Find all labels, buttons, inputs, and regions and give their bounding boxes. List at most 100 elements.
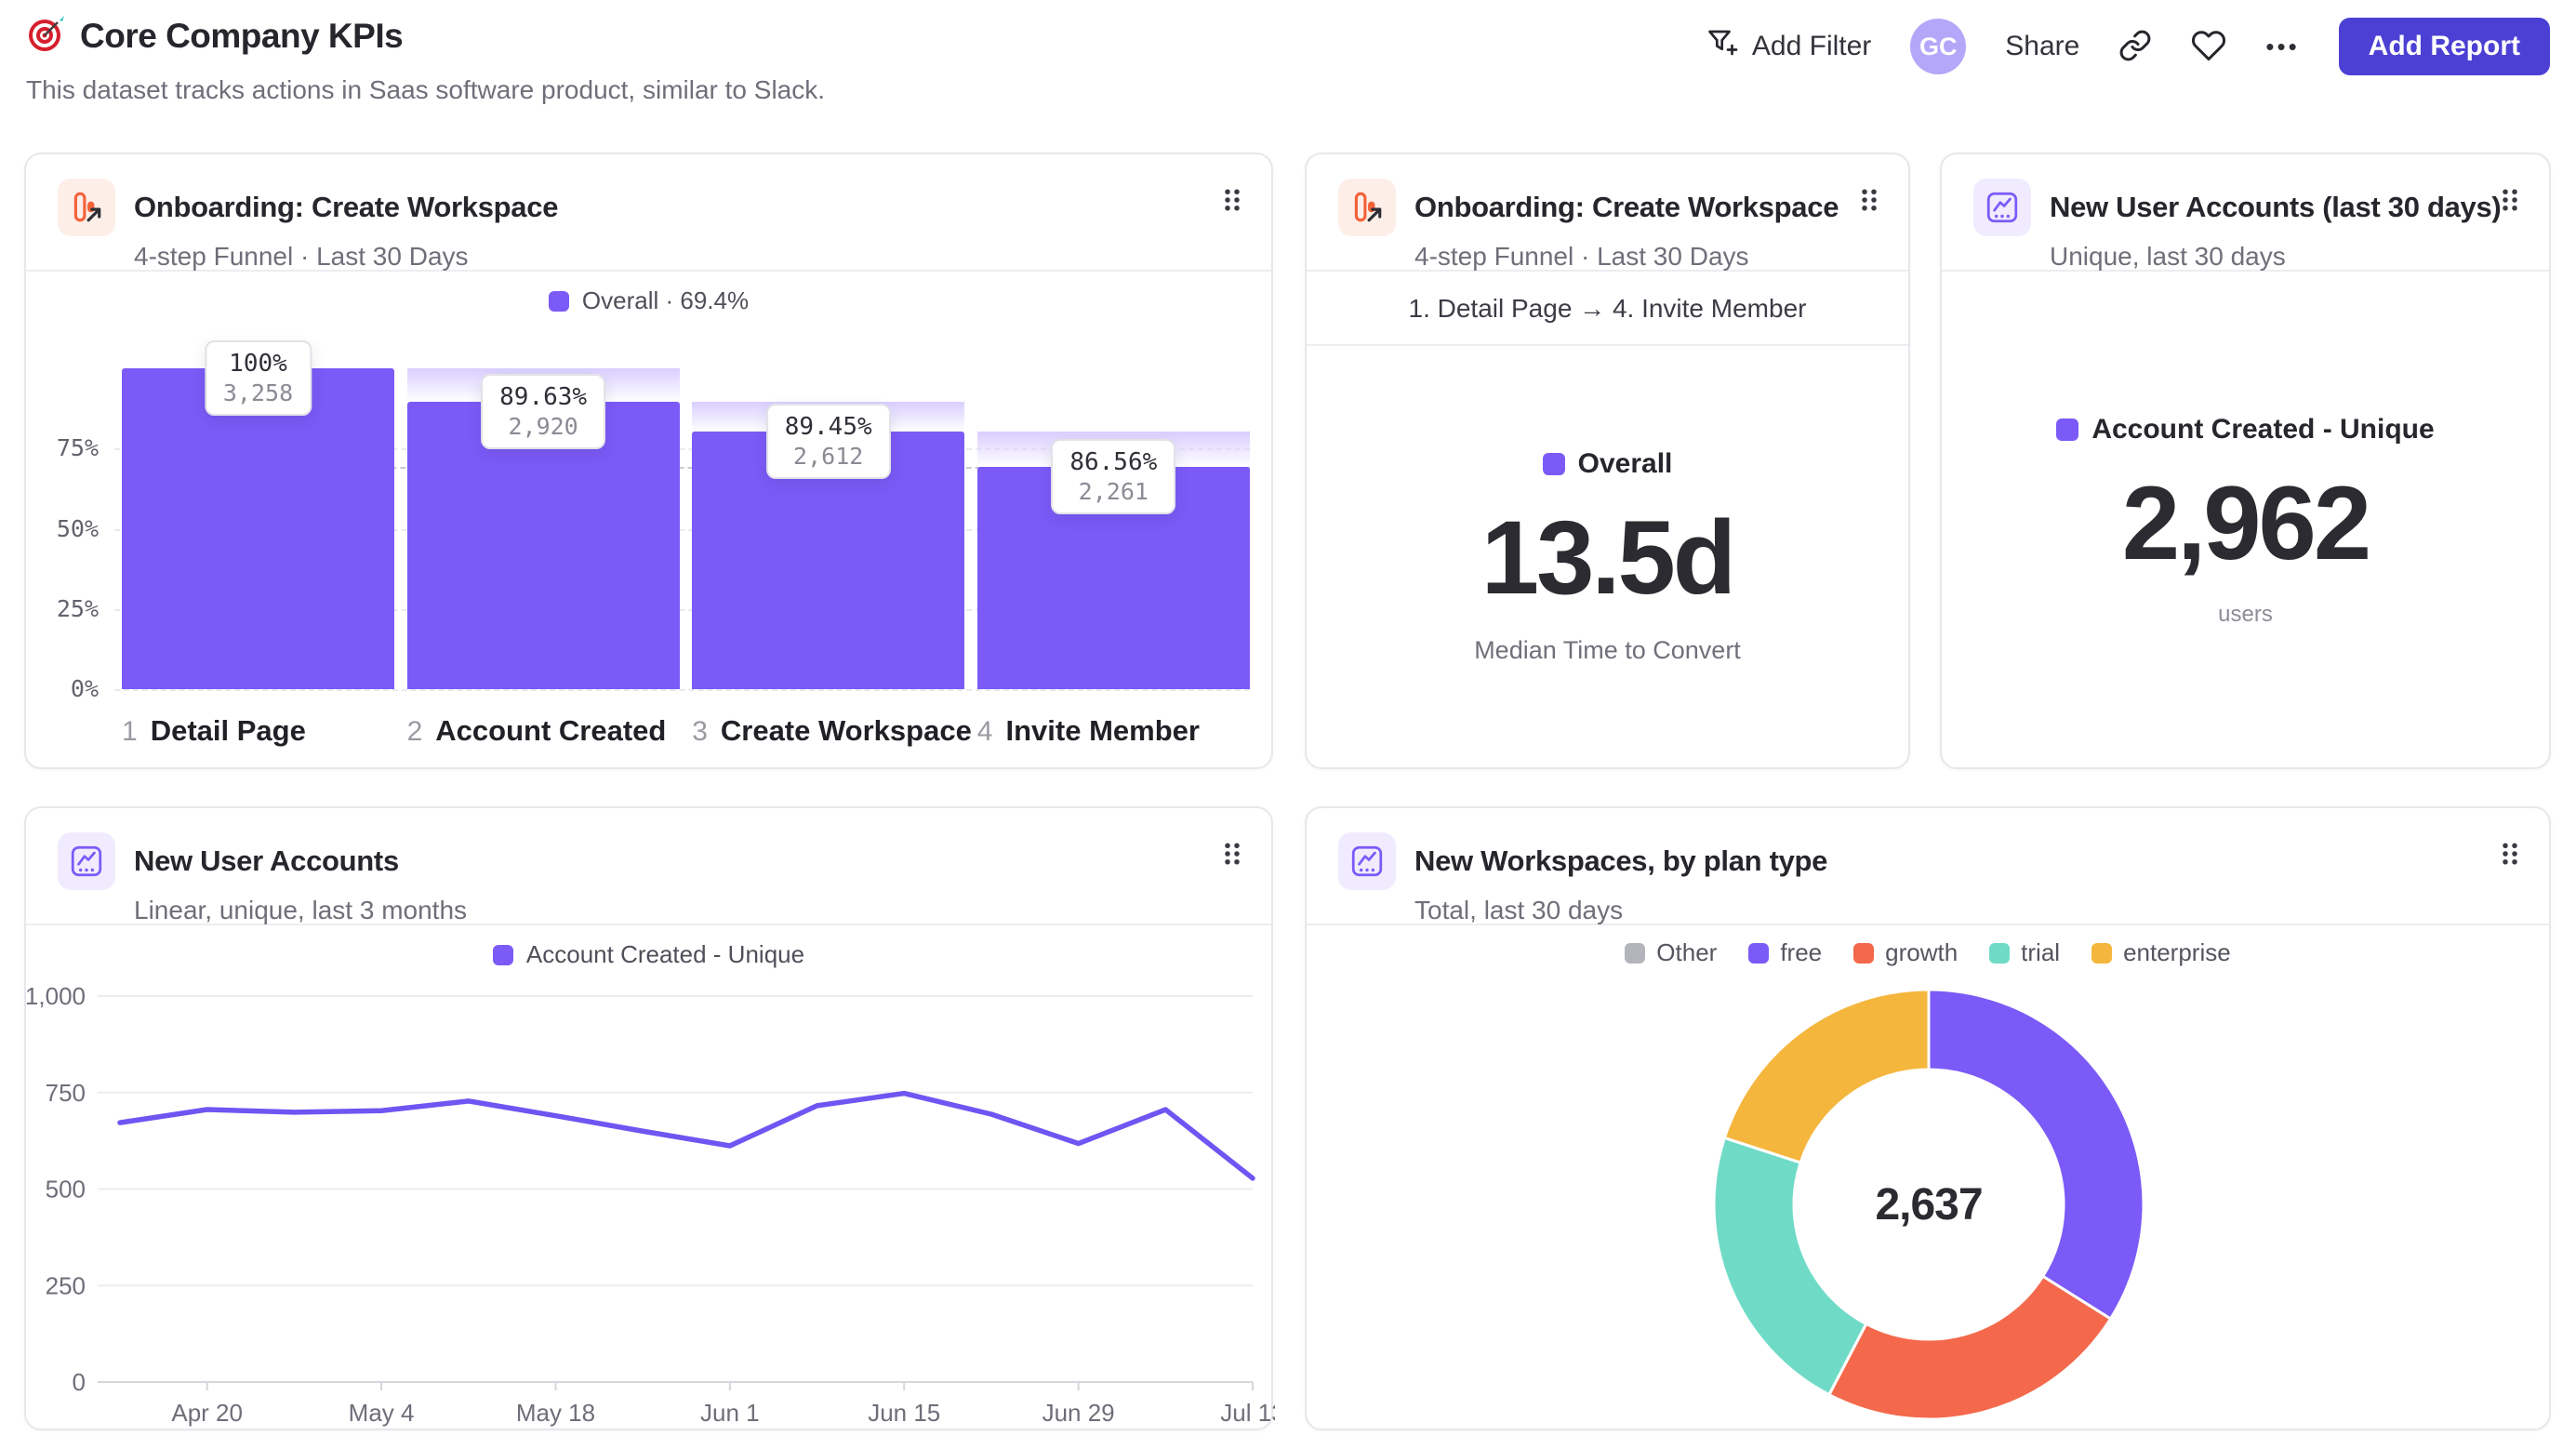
tooltip-conversion-pct: 89.63% bbox=[499, 382, 588, 411]
step-name: Account Created bbox=[435, 714, 667, 747]
legend-item[interactable]: Other bbox=[1625, 938, 1717, 967]
gridline bbox=[114, 528, 1250, 531]
donut-slice-free[interactable] bbox=[1927, 988, 2145, 1321]
legend-item[interactable]: growth bbox=[1853, 938, 1958, 967]
funnel-step-label: 4 Invite Member bbox=[977, 714, 1200, 748]
chart-legend: Account Created - Unique bbox=[2056, 414, 2435, 445]
page-header-actions: Add Filter GC Share ••• Add Report bbox=[1706, 0, 2550, 93]
more-options-button[interactable]: ••• bbox=[2265, 33, 2299, 61]
metric-caption: users bbox=[2218, 601, 2273, 627]
stat-area: Account Created - Unique 2,962 users bbox=[1942, 273, 2549, 767]
card-onboarding-funnel: Onboarding: Create Workspace 4-step Funn… bbox=[24, 153, 1273, 769]
x-axis-label: May 4 bbox=[349, 1399, 415, 1427]
legend-swatch bbox=[492, 944, 513, 965]
legend-label: growth bbox=[1885, 938, 1959, 966]
card-title: New Workspaces, by plan type bbox=[1414, 844, 1828, 877]
line-plot: 0 250 500 750 1,000 Apr 20 May 4 May 18 Jun 1 Jun… bbox=[25, 927, 1285, 1429]
funnel-report-icon bbox=[58, 179, 115, 236]
card-subtitle: 4-step Funnel · Last 30 Days bbox=[1414, 242, 1749, 271]
tooltip-count: 2,612 bbox=[793, 443, 864, 471]
donut-center-value: 2,637 bbox=[1875, 1179, 1983, 1230]
card-subtitle: Total, last 30 days bbox=[1414, 896, 1624, 924]
donut-svg bbox=[1712, 988, 2145, 1421]
legend-item[interactable]: free bbox=[1748, 938, 1822, 967]
legend-swatch bbox=[548, 290, 569, 312]
y-axis-label: 0 bbox=[73, 1368, 86, 1396]
funnel-bar-tooltip: 100% 3,258 bbox=[204, 340, 312, 416]
add-report-button[interactable]: Add Report bbox=[2338, 18, 2550, 75]
share-button[interactable]: Share bbox=[2005, 31, 2079, 62]
funnel-bar-tooltip: 89.45% 2,612 bbox=[765, 404, 891, 480]
target-emoji-icon bbox=[26, 13, 67, 59]
x-axis-label: Apr 20 bbox=[171, 1399, 243, 1427]
funnel-step-label: 2 Account Created bbox=[407, 714, 667, 748]
ellipsis-icon: ••• bbox=[2265, 32, 2300, 60]
donut-slice-trial[interactable] bbox=[1712, 1136, 1868, 1397]
metric-value: 13.5d bbox=[1481, 499, 1736, 616]
page-subtitle: This dataset tracks actions in Saas soft… bbox=[26, 75, 826, 104]
drag-handle-icon[interactable] bbox=[1221, 840, 1243, 872]
legend-label: Account Created - Unique bbox=[525, 940, 805, 968]
drag-handle-icon[interactable] bbox=[1858, 186, 1880, 219]
chart-legend: Overall bbox=[1542, 448, 1672, 480]
gridline bbox=[114, 689, 1250, 691]
step-number: 2 bbox=[406, 716, 423, 747]
x-axis-label: Jul 13 bbox=[1220, 1399, 1275, 1427]
funnel-report-icon bbox=[1338, 179, 1396, 236]
funnel-chart-area: Overall · 69.4% 0% 25% 50% 75% 100% 3,258 1 Det… bbox=[26, 273, 1271, 767]
overall-conversion-line bbox=[122, 466, 1250, 469]
step-number: 1 bbox=[122, 716, 138, 747]
funnel-step-label: 3 Create Workspace bbox=[692, 714, 972, 748]
funnel-bar-tooltip: 86.56% 2,261 bbox=[1051, 438, 1176, 514]
favorite-button[interactable] bbox=[2191, 28, 2226, 66]
metric-value: 2,962 bbox=[2121, 464, 2371, 581]
funnel-bar[interactable] bbox=[406, 401, 680, 689]
tooltip-count: 2,920 bbox=[508, 412, 578, 440]
x-axis-label: May 18 bbox=[516, 1399, 595, 1427]
line-series-path[interactable] bbox=[117, 1090, 1255, 1181]
link-icon bbox=[2118, 29, 2152, 65]
metric-caption: Median Time to Convert bbox=[1474, 636, 1741, 664]
legend-swatch bbox=[1542, 453, 1565, 475]
card-subtitle: 4-step Funnel · Last 30 Days bbox=[134, 242, 469, 271]
y-axis-label: 500 bbox=[46, 1176, 86, 1203]
line-report-icon bbox=[58, 832, 115, 890]
legend-swatch bbox=[1989, 942, 2011, 964]
funnel-range-label: 1. Detail Page → 4. Invite Member bbox=[1307, 273, 1908, 346]
drag-handle-icon[interactable] bbox=[2499, 840, 2521, 872]
gridline bbox=[114, 448, 1250, 451]
card-new-user-accounts-30d: New User Accounts (last 30 days) Unique,… bbox=[1940, 153, 2551, 769]
card-header: New Workspaces, by plan type Total, last… bbox=[1307, 808, 2549, 925]
drag-handle-icon[interactable] bbox=[2499, 186, 2521, 219]
heart-icon bbox=[2191, 28, 2226, 66]
card-new-user-accounts-trend: New User Accounts Linear, unique, last 3… bbox=[24, 806, 1285, 1430]
funnel-step-label: 1 Detail Page bbox=[122, 714, 306, 748]
filter-funnel-icon bbox=[1706, 26, 1739, 67]
tooltip-count: 2,261 bbox=[1078, 477, 1149, 505]
line-chart-svg: 0 250 500 750 1,000 Apr 20 May 4 May 18 Jun 1 Jun… bbox=[25, 982, 1285, 1427]
card-new-workspaces-by-plan: New Workspaces, by plan type Total, last… bbox=[1305, 806, 2551, 1430]
add-filter-button[interactable]: Add Filter bbox=[1706, 26, 1871, 67]
tooltip-conversion-pct: 89.45% bbox=[784, 413, 872, 442]
donut-slice-growth[interactable] bbox=[1827, 1274, 2113, 1421]
card-title: New User Accounts bbox=[134, 844, 399, 877]
card-header: New User Accounts Linear, unique, last 3… bbox=[26, 808, 1271, 925]
y-axis-label: 75% bbox=[56, 434, 99, 462]
share-label: Share bbox=[2005, 31, 2080, 61]
legend-item[interactable]: enterprise bbox=[2091, 938, 2231, 967]
y-axis-label: 0% bbox=[70, 675, 99, 702]
line-report-icon bbox=[1338, 832, 1396, 890]
donut-slice-enterprise[interactable] bbox=[1722, 988, 1931, 1164]
card-title: Onboarding: Create Workspace bbox=[1414, 191, 1839, 223]
funnel-bar[interactable] bbox=[122, 368, 394, 689]
card-title: New User Accounts (last 30 days) bbox=[2050, 191, 2502, 223]
chart-legend: Other free growth trial enterprise bbox=[1307, 938, 2549, 967]
card-subtitle: Unique, last 30 days bbox=[2050, 242, 2286, 271]
stat-stack: Account Created - Unique 2,962 users bbox=[1942, 273, 2549, 767]
legend-item[interactable]: trial bbox=[1989, 938, 2060, 967]
donut-chart: 2,637 bbox=[1701, 977, 2157, 1432]
avatar[interactable]: GC bbox=[1910, 19, 1967, 74]
drag-handle-icon[interactable] bbox=[1221, 186, 1243, 219]
copy-link-button[interactable] bbox=[2118, 29, 2152, 65]
